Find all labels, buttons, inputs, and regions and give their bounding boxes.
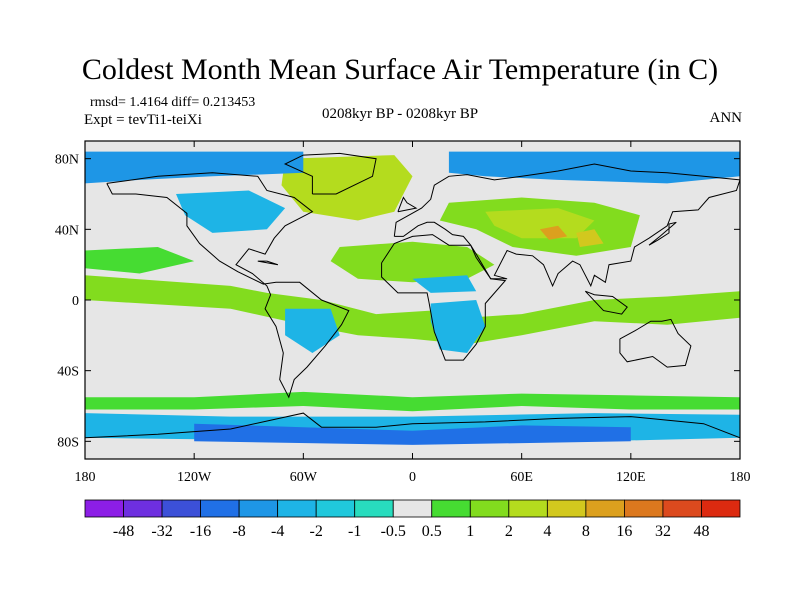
colorbar-swatch-7 (354, 499, 394, 518)
latitude-labels: 80N 40N 0 40S 80S (55, 153, 79, 451)
lat-label-1: 40N (55, 223, 79, 238)
coastline-9 (257, 260, 279, 266)
lon-label-4: 60E (510, 470, 533, 485)
field-region-6 (85, 275, 740, 345)
colorbar-label-1: -32 (151, 523, 172, 540)
field-region-11 (285, 308, 340, 353)
coastline-8 (584, 290, 628, 315)
colorbar-swatch-6 (315, 499, 356, 518)
colorbar-swatch-0 (84, 499, 124, 518)
lon-label-1: 120W (177, 470, 212, 485)
colorbar-label-13: 16 (616, 523, 632, 540)
colorbar-swatch-11 (508, 499, 548, 518)
colorbar-labels: -48 -32 -16 -8 -4 -2 -1 -0.5 0.5 1 2 4 8 16 32 48 (113, 523, 710, 540)
lon-label-6: 180 (730, 470, 751, 485)
colorbar-label-3: -8 (232, 523, 245, 540)
colorbar-label-5: -2 (310, 523, 323, 540)
colorbar-label-2: -16 (190, 523, 211, 540)
field-region-15 (194, 423, 631, 445)
field-region-17 (576, 229, 604, 247)
colorbar-swatch-8 (392, 499, 433, 518)
field-region-4 (330, 241, 495, 283)
colorbar-label-8: 0.5 (422, 523, 442, 540)
colorbar-swatch-12 (546, 499, 587, 518)
field-region-10 (176, 190, 286, 233)
colorbar-label-11: 4 (543, 523, 551, 540)
lat-label-0: 80N (55, 153, 79, 168)
coastline-4 (619, 318, 692, 368)
field-region-16 (539, 225, 568, 240)
colorbar-label-4: -4 (271, 523, 284, 540)
colorbar-swatch-9 (431, 499, 471, 518)
lat-label-3: 40S (57, 365, 79, 380)
colorbar-swatch-4 (238, 499, 279, 518)
colorbar-swatch-16 (701, 499, 741, 518)
colorbar-label-0: -48 (113, 523, 134, 540)
lat-label-4: 80S (57, 435, 79, 450)
field-region-7 (85, 391, 740, 412)
coastline-3 (381, 234, 507, 361)
lon-label-2: 60W (290, 470, 318, 485)
coastline-0 (106, 172, 350, 399)
lon-label-0: 180 (75, 470, 96, 485)
colorbar-swatch-5 (277, 499, 317, 518)
lon-label-3: 0 (409, 470, 416, 485)
colorbar-swatch-14 (624, 499, 664, 518)
colorbar-swatch-10 (469, 499, 510, 518)
map-title: Coldest Month Mean Surface Air Temperatu… (81, 53, 719, 86)
field-region-9 (448, 151, 740, 184)
lat-label-2: 0 (72, 294, 79, 309)
period-label: 0208kyr BP - 0208kyr BP (321, 106, 479, 122)
field-region-3 (485, 208, 595, 239)
coastline-6 (397, 196, 418, 213)
experiment-line: Expt = tevTi1-teiXi (84, 112, 202, 128)
colorbar-label-7: -0.5 (381, 523, 406, 540)
colorbar (84, 499, 741, 518)
field-region-1 (281, 155, 413, 221)
colorbar-swatch-3 (200, 499, 240, 518)
longitude-labels: 180 120W 60W 0 60E 120E 180 (75, 470, 751, 485)
coastline-1 (283, 152, 377, 195)
colorbar-label-10: 2 (505, 523, 513, 540)
colorbar-label-15: 48 (693, 523, 709, 540)
lon-label-5: 120E (616, 470, 646, 485)
coastlines (85, 152, 740, 439)
stats-line: rmsd= 1.4164 diff= 0.213453 (90, 95, 256, 110)
coastline-5 (85, 412, 740, 439)
colorbar-label-9: 1 (466, 523, 474, 540)
coastline-7 (648, 221, 677, 246)
colorbar-label-6: -1 (348, 523, 361, 540)
axis-ticks (84, 141, 741, 459)
colorbar-swatch-15 (662, 499, 702, 518)
colorbar-label-12: 8 (582, 523, 590, 540)
field-region-13 (412, 275, 477, 293)
field-region-8 (85, 151, 304, 184)
colorbar-swatch-13 (585, 499, 625, 518)
season-label: ANN (709, 110, 743, 126)
field-region-5 (85, 247, 195, 274)
colorbar-label-14: 32 (655, 523, 671, 540)
temperature-field (85, 151, 740, 445)
colorbar-swatch-1 (123, 499, 163, 518)
field-region-12 (430, 300, 486, 353)
colorbar-swatch-2 (161, 499, 201, 518)
